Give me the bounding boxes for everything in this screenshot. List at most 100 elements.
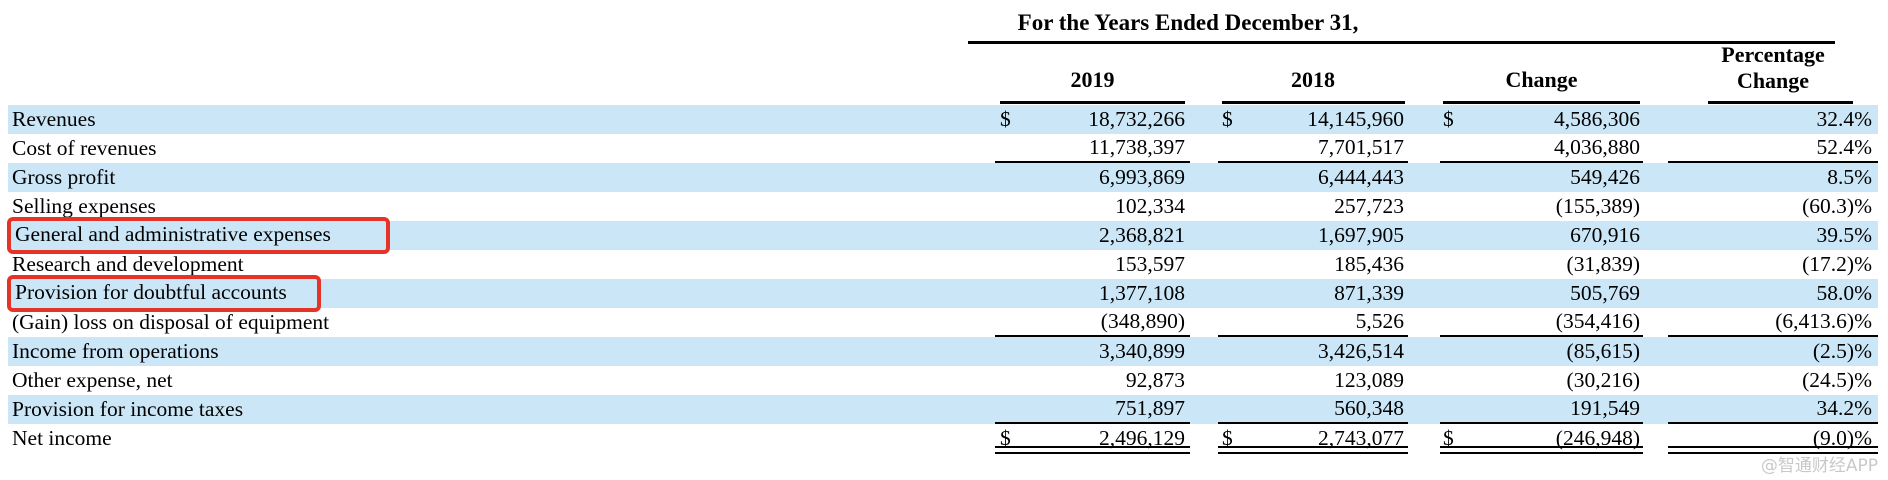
value-2019: 2,368,821 (1099, 223, 1185, 247)
cell-2019: 102,334 (995, 192, 1190, 221)
value-2018: 3,426,514 (1318, 339, 1404, 363)
column-gap (1408, 308, 1440, 337)
value-2019: 1,377,108 (1099, 281, 1185, 305)
cell-change: 191,549 (1440, 395, 1643, 424)
row-label-cell: Income from operations (8, 337, 995, 366)
cell-change: (354,416) (1440, 308, 1643, 337)
value-2019: 3,340,899 (1099, 339, 1185, 363)
net-income-double-rule-2019 (995, 446, 1190, 454)
value-change: 191,549 (1570, 396, 1640, 420)
row-label-cell: Research and development (8, 250, 995, 279)
column-gap (1190, 337, 1218, 366)
value-percentage-change: 58.0% (1816, 281, 1872, 305)
cell-2018: 3,426,514 (1218, 337, 1408, 366)
value-percentage-change: 32.4% (1816, 107, 1872, 131)
row-label: Income from operations (12, 339, 219, 363)
percentage-change-line1: Percentage (1721, 42, 1825, 67)
value-percentage-change: 34.2% (1816, 396, 1872, 420)
column-header-2019: 2019 (1070, 67, 1115, 92)
column-header-percentage-change: Percentage Change (1668, 42, 1878, 94)
value-2019: 153,597 (1115, 252, 1185, 276)
table-row: Revenues $18,732,266 $14,145,960 $4,586,… (8, 105, 1878, 134)
table-row: Selling expenses 102,334 257,723 (155,38… (8, 192, 1878, 221)
value-2018: 185,436 (1334, 252, 1404, 276)
cell-2019: 6,993,869 (995, 163, 1190, 192)
column-gap (1643, 279, 1668, 308)
cell-2018: 257,723 (1218, 192, 1408, 221)
value-2018: 6,444,443 (1318, 165, 1404, 189)
column-gap (1643, 192, 1668, 221)
value-percentage-change: (17.2)% (1802, 252, 1872, 276)
value-change: 4,586,306 (1554, 107, 1640, 131)
value-2018: 7,701,517 (1318, 135, 1404, 159)
table-row: (Gain) loss on disposal of equipment (34… (8, 308, 1878, 337)
table-row: Provision for income taxes 751,897 560,3… (8, 395, 1878, 424)
value-2019: 18,732,266 (1088, 107, 1185, 131)
column-gap (1190, 366, 1218, 395)
row-label: Net income (12, 426, 112, 450)
dollar-sign: $ (1222, 107, 1233, 131)
value-2019: 92,873 (1125, 368, 1185, 392)
cell-2018: 1,697,905 (1218, 221, 1408, 250)
cell-percentage-change: (6,413.6)% (1668, 308, 1878, 337)
value-percentage-change: 52.4% (1816, 135, 1872, 159)
cell-percentage-change: (60.3)% (1668, 192, 1878, 221)
cell-2019: 1,377,108 (995, 279, 1190, 308)
column-gap (1643, 337, 1668, 366)
row-label: Revenues (12, 107, 96, 131)
value-2018: 560,348 (1334, 396, 1404, 420)
row-label-cell: Selling expenses (8, 192, 995, 221)
column-header-change: Change (1505, 67, 1578, 92)
cell-2018: 123,089 (1218, 366, 1408, 395)
net-income-double-rule-2018 (1218, 446, 1408, 454)
table-period-header: For the Years Ended December 31, (1017, 10, 1359, 35)
value-2018: 5,526 (1355, 309, 1404, 333)
value-percentage-change: (6,413.6)% (1775, 309, 1872, 333)
cell-change: 505,769 (1440, 279, 1643, 308)
column-gap (1643, 105, 1668, 134)
column-rule-2018 (1222, 101, 1405, 104)
table-body: Revenues $18,732,266 $14,145,960 $4,586,… (7, 105, 1878, 453)
cell-percentage-change: 34.2% (1668, 395, 1878, 424)
column-gap (1643, 250, 1668, 279)
value-percentage-change: (60.3)% (1802, 194, 1872, 218)
column-gap (1408, 279, 1440, 308)
table-row: General and administrative expenses 2,36… (7, 217, 1878, 254)
value-2019: 102,334 (1115, 194, 1185, 218)
cell-change: 670,916 (1440, 221, 1643, 250)
value-percentage-change: (2.5)% (1812, 339, 1872, 363)
column-gap (1408, 395, 1440, 424)
column-gap (1408, 337, 1440, 366)
column-gap (1190, 279, 1218, 308)
row-label-cell: Provision for doubtful accounts (7, 275, 995, 312)
period-header-rule (968, 41, 1835, 44)
cell-change: (30,216) (1440, 366, 1643, 395)
column-rule-percentage-change (1708, 101, 1853, 104)
cell-percentage-change: (24.5)% (1668, 366, 1878, 395)
column-gap (1190, 424, 1218, 453)
value-change: 4,036,880 (1554, 135, 1640, 159)
cell-percentage-change: (2.5)% (1668, 337, 1878, 366)
column-gap (1190, 395, 1218, 424)
cell-change: 549,426 (1440, 163, 1643, 192)
column-gap (1190, 134, 1218, 163)
row-label: Provision for income taxes (12, 397, 244, 421)
column-gap (1408, 192, 1440, 221)
column-gap (1408, 366, 1440, 395)
column-gap (1643, 395, 1668, 424)
column-rule-2019 (1000, 101, 1185, 104)
row-label: Selling expenses (12, 194, 156, 218)
column-gap (1643, 308, 1668, 337)
cell-percentage-change: 52.4% (1668, 134, 1878, 163)
cell-2019: 2,368,821 (995, 221, 1190, 250)
column-rule-change (1443, 101, 1640, 104)
value-change: (354,416) (1555, 309, 1640, 333)
cell-change: (155,389) (1440, 192, 1643, 221)
row-label: Other expense, net (12, 368, 173, 392)
cell-percentage-change: 58.0% (1668, 279, 1878, 308)
table-row: Gross profit 6,993,869 6,444,443 549,426… (8, 163, 1878, 192)
dollar-sign: $ (1000, 426, 1011, 450)
column-gap (1408, 105, 1440, 134)
value-2018: 871,339 (1334, 281, 1404, 305)
column-gap (1190, 250, 1218, 279)
